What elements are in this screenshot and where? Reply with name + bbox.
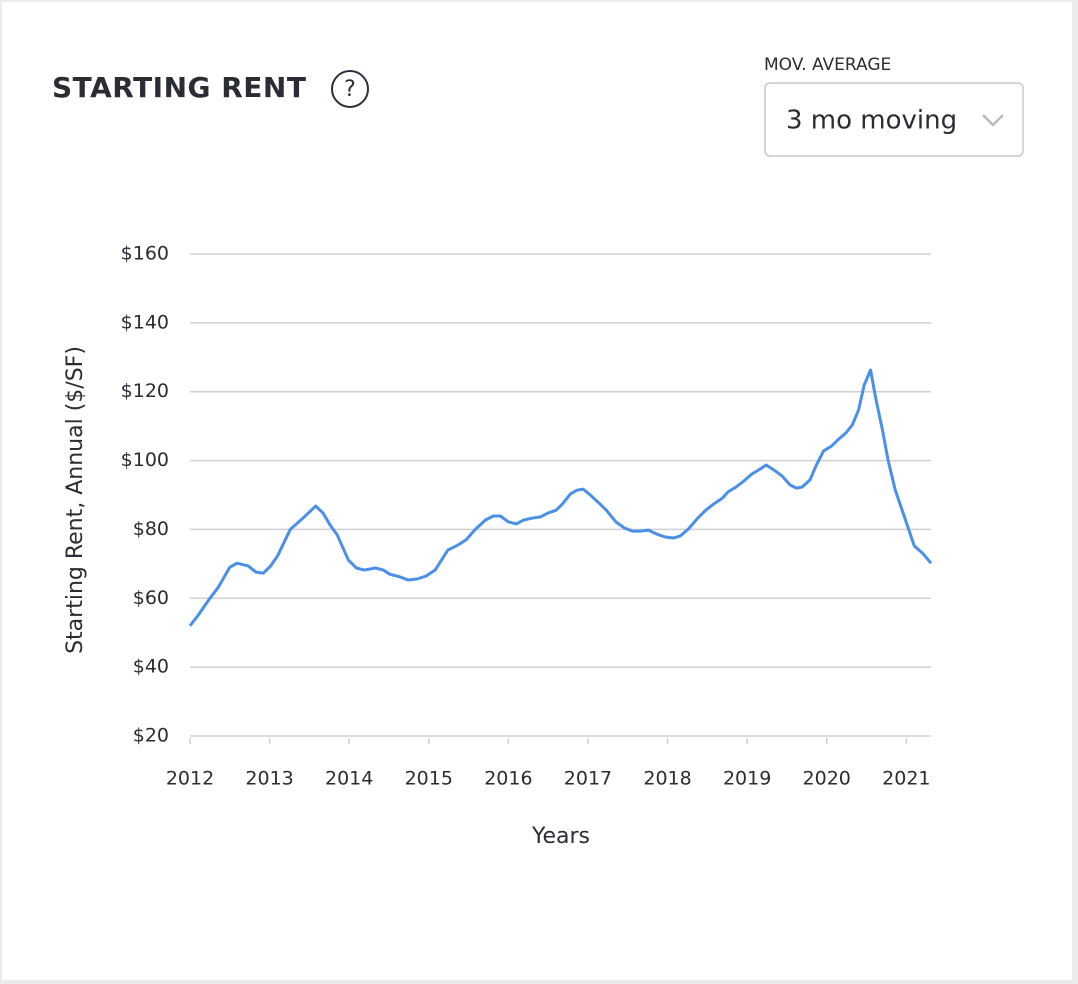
y-tick-label: $160 [121,243,169,265]
dropdown-value[interactable]: 3 mo moving [786,106,957,136]
y-tick-label: $60 [133,587,169,609]
y-tick-label: $140 [121,311,169,333]
x-tick-label: 2014 [325,768,373,790]
x-tick-label: 2013 [245,768,293,790]
x-tick-label: 2019 [723,768,771,790]
x-tick-label: 2018 [643,768,691,790]
y-tick-label: $100 [121,449,169,471]
help-icon[interactable]: ? [344,77,356,102]
y-tick-label: $80 [133,518,169,540]
y-axis-label: Starting Rent, Annual ($/SF) [63,346,88,654]
y-tick-label: $120 [121,380,169,402]
title: STARTING RENT [52,71,306,104]
help-button[interactable]: ? [331,70,369,108]
x-tick-label: 2016 [484,768,532,790]
y-tick-label: $40 [133,656,169,678]
x-axis-label: Years [531,824,590,849]
line-series [188,368,933,627]
dropdown-box[interactable] [764,82,1024,157]
x-tick-label: 2017 [564,768,612,790]
help-circle[interactable] [331,70,369,108]
dropdown-label: MOV. AVERAGE [764,55,891,75]
chevron[interactable] [982,114,1004,127]
x-tick-label: 2020 [803,768,851,790]
y-tick-label: $20 [133,725,169,747]
dropdown[interactable]: 3 mo moving [764,82,1024,157]
x-tick-label: 2021 [882,768,930,790]
x-tick-label: 2012 [166,768,214,790]
x-tick-label: 2015 [405,768,453,790]
